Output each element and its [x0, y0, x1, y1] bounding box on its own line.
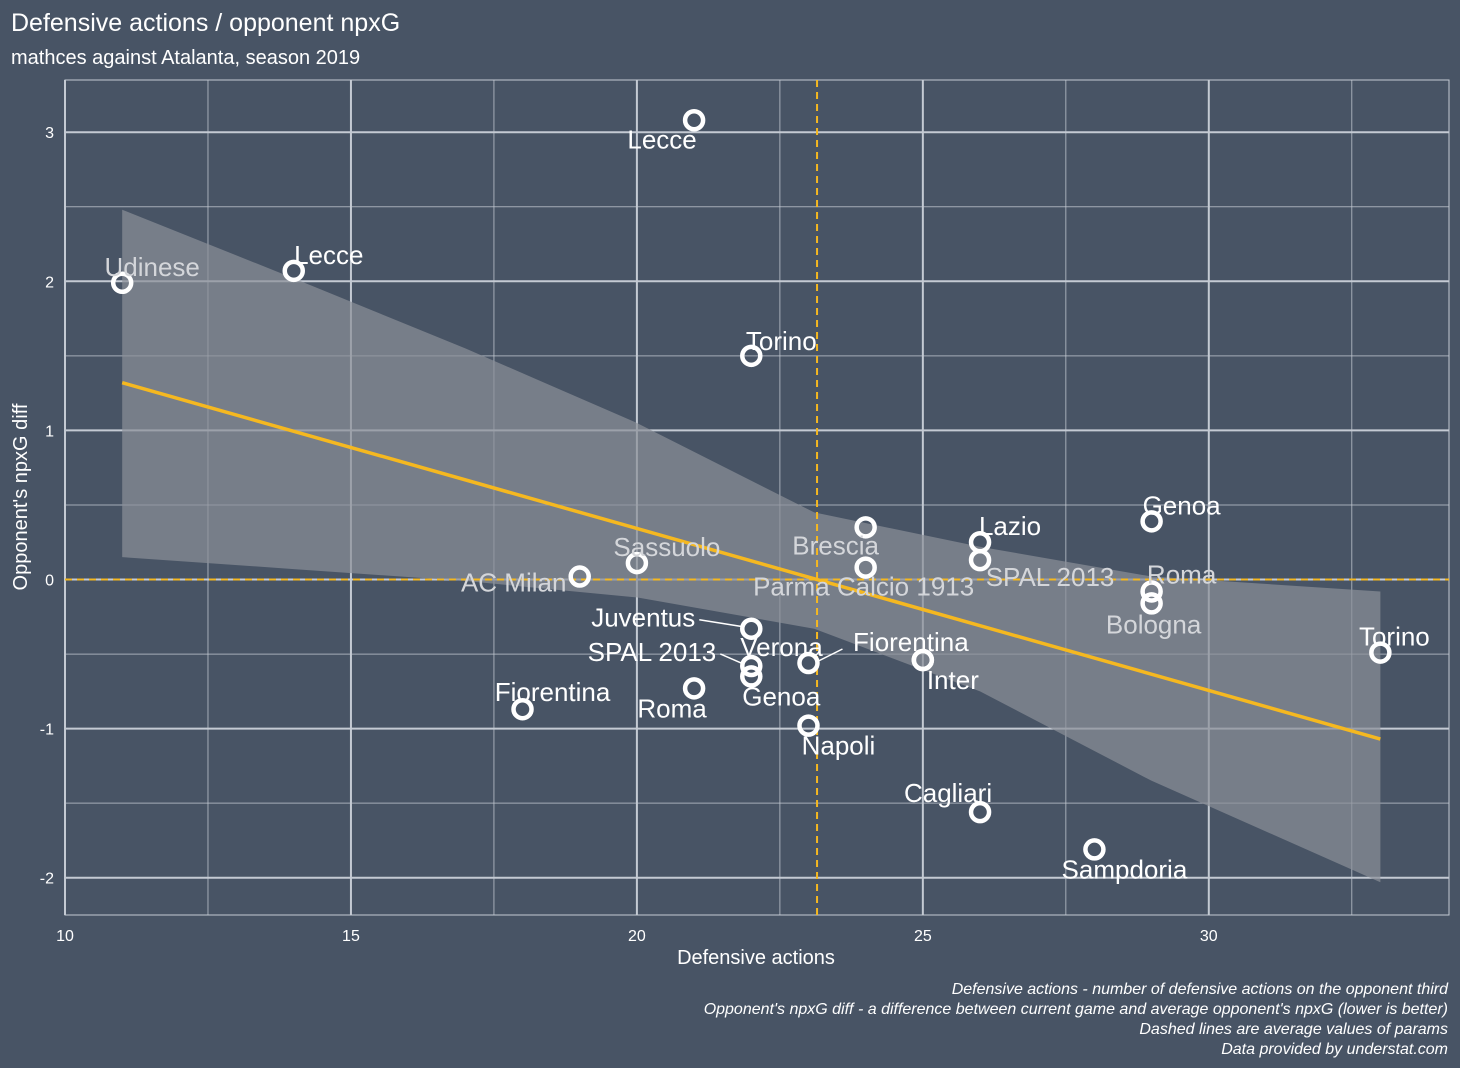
scatter-point [854, 516, 877, 539]
label-leader-line [699, 618, 744, 628]
point-label: SPAL 2013 [588, 637, 717, 667]
caption-line: Data provided by understat.com [1221, 1041, 1448, 1058]
point-label: Fiorentina [853, 627, 969, 657]
points-group [110, 109, 1392, 861]
scatter-point [682, 109, 706, 132]
scatter-point [740, 344, 763, 368]
y-tick-label: 2 [45, 274, 54, 291]
x-tick-label: 30 [1200, 928, 1218, 945]
scatter-point [797, 651, 820, 675]
y-tick-label: 3 [45, 125, 54, 142]
x-tick-label: 15 [342, 928, 360, 945]
x-axis-label: Defensive actions [677, 947, 835, 969]
scatter-point [1140, 580, 1163, 603]
point-label: Lazio [979, 511, 1041, 541]
y-tick-label: 0 [45, 573, 54, 590]
confidence-band-group [122, 209, 1381, 883]
label-leader-line [818, 648, 843, 662]
trend-line-group [121, 381, 1381, 741]
point-label: AC Milan [461, 568, 566, 598]
point-label: Sassuolo [613, 532, 720, 562]
point-label: Sampdoria [1062, 854, 1188, 884]
point-label: Verona [740, 632, 823, 662]
scatter-point [968, 548, 992, 572]
point-label: SPAL 2013 [986, 562, 1115, 592]
scatter-point [1369, 641, 1392, 664]
point-label: Brescia [792, 530, 879, 560]
scatter-point [911, 648, 935, 672]
point-label: Napoli [802, 731, 876, 761]
caption-line: Dashed lines are average values of param… [1139, 1021, 1448, 1038]
x-tick-label: 10 [56, 928, 74, 945]
caption-group: Defensive actions - number of defensive … [704, 981, 1449, 1058]
point-label: Roma [637, 693, 707, 723]
point-label: Udinese [104, 252, 199, 282]
scatter-point [1140, 510, 1163, 533]
scatter-point [740, 654, 763, 678]
mean-lines-group [65, 80, 1449, 915]
scatter-point [511, 697, 534, 721]
caption-line: Opponent's npxG diff - a difference betw… [704, 1001, 1448, 1018]
scatter-point [282, 259, 306, 283]
point-label: Torino [1359, 622, 1430, 652]
point-label: Bologna [1106, 609, 1202, 639]
scatter-point [110, 271, 134, 295]
caption-line: Defensive actions - number of defensive … [952, 981, 1449, 998]
scatter-point [568, 565, 591, 588]
scatter-point [797, 714, 820, 737]
y-tick-label: 1 [45, 423, 54, 440]
point-label: Parma Calcio 1913 [753, 572, 974, 602]
confidence-band [122, 209, 1381, 883]
scatter-point [1083, 838, 1106, 861]
label-leader-line [719, 653, 744, 665]
point-label: Genoa [742, 681, 821, 711]
y-axis-label: Opponent's npxG diff [10, 403, 32, 590]
point-label: Lecce [294, 240, 363, 270]
x-tick-label: 25 [914, 928, 932, 945]
point-labels-group: Lecce Udinese Lecce Torino Genoa Lazio Brescia… [104, 124, 1429, 884]
point-label: Fiorentina [495, 677, 611, 707]
chart-subtitle: mathces against Atalanta, season 2019 [11, 47, 360, 69]
point-label: Genoa [1143, 490, 1222, 520]
point-label: Cagliari [904, 778, 992, 808]
scatter-point [740, 665, 763, 688]
point-label: Roma [1147, 559, 1217, 589]
x-tick-label: 20 [628, 928, 646, 945]
scatter-point [625, 551, 649, 575]
y-tick-label: -2 [40, 871, 54, 888]
scatter-point [854, 556, 877, 579]
point-label: Inter [927, 665, 979, 695]
scatter-point [1140, 592, 1163, 615]
scatter-point [968, 800, 992, 824]
y-tick-label: -1 [40, 722, 54, 739]
scatter-point [682, 677, 706, 700]
trend-line [121, 381, 1381, 741]
axes-group: 10 15 20 25 30 -2 -1 0 1 2 3 [40, 125, 1218, 945]
scatter-point [740, 617, 763, 640]
chart-title: Defensive actions / opponent npxG [11, 9, 400, 37]
point-label: Juventus [591, 603, 695, 633]
point-label: Lecce [627, 124, 696, 154]
point-label: Torino [746, 326, 817, 356]
